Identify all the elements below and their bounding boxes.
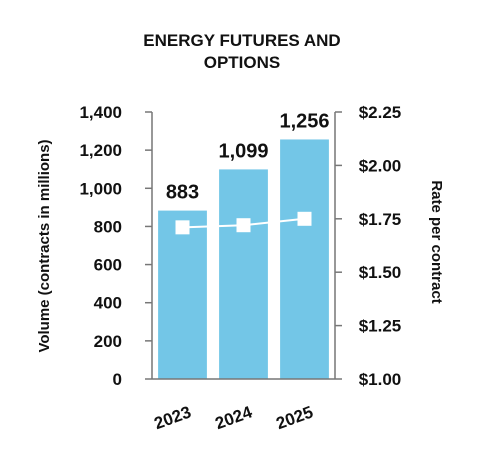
y2-tick-label: $1.00 [359,370,402,389]
chart-title-line-2: OPTIONS [204,53,281,72]
y-axis-label: Volume (contracts in millions) [36,139,53,352]
y-tick-label: 800 [94,217,122,236]
y-tick-label: 1,400 [79,103,122,122]
x-tick-label-2025: 2025 [274,402,316,433]
data-label-2025: 1,256 [279,110,329,132]
y2-tick-label: $2.00 [359,156,402,175]
y-tick-label: 400 [94,294,122,313]
bar-2024 [219,169,268,379]
y-tick-label: 1,200 [79,141,122,160]
y-tick-label: 1,000 [79,179,122,198]
y2-tick-label: $2.25 [359,103,402,122]
x-tick-label-2024: 2024 [213,402,256,433]
rate-marker-2024 [236,218,251,233]
labels-group: 883 2023 1,099 2024 1,256 2025 1,400 1,200 1,000… [79,103,401,433]
bars-group [158,139,329,379]
axes-group [145,111,342,380]
y2-tick-label: $1.50 [359,263,402,282]
y2-tick-label: $1.25 [359,317,402,336]
rate-marker-2023 [175,220,190,235]
bar-2025 [280,139,329,379]
y-tick-label: 600 [94,256,122,275]
data-label-2023: 883 [166,182,199,204]
y-tick-label: 200 [94,332,122,351]
y2-tick-label: $1.75 [359,210,402,229]
chart-title-line-1: ENERGY FUTURES AND [143,31,340,50]
bar-2023 [158,210,207,379]
x-tick-label-2023: 2023 [152,402,194,433]
rate-line-group [175,211,312,235]
y-tick-label: 0 [113,370,122,389]
y2-axis-label: Rate per contract [428,180,445,303]
rate-marker-2025 [297,211,312,226]
data-label-2024: 1,099 [218,140,268,162]
